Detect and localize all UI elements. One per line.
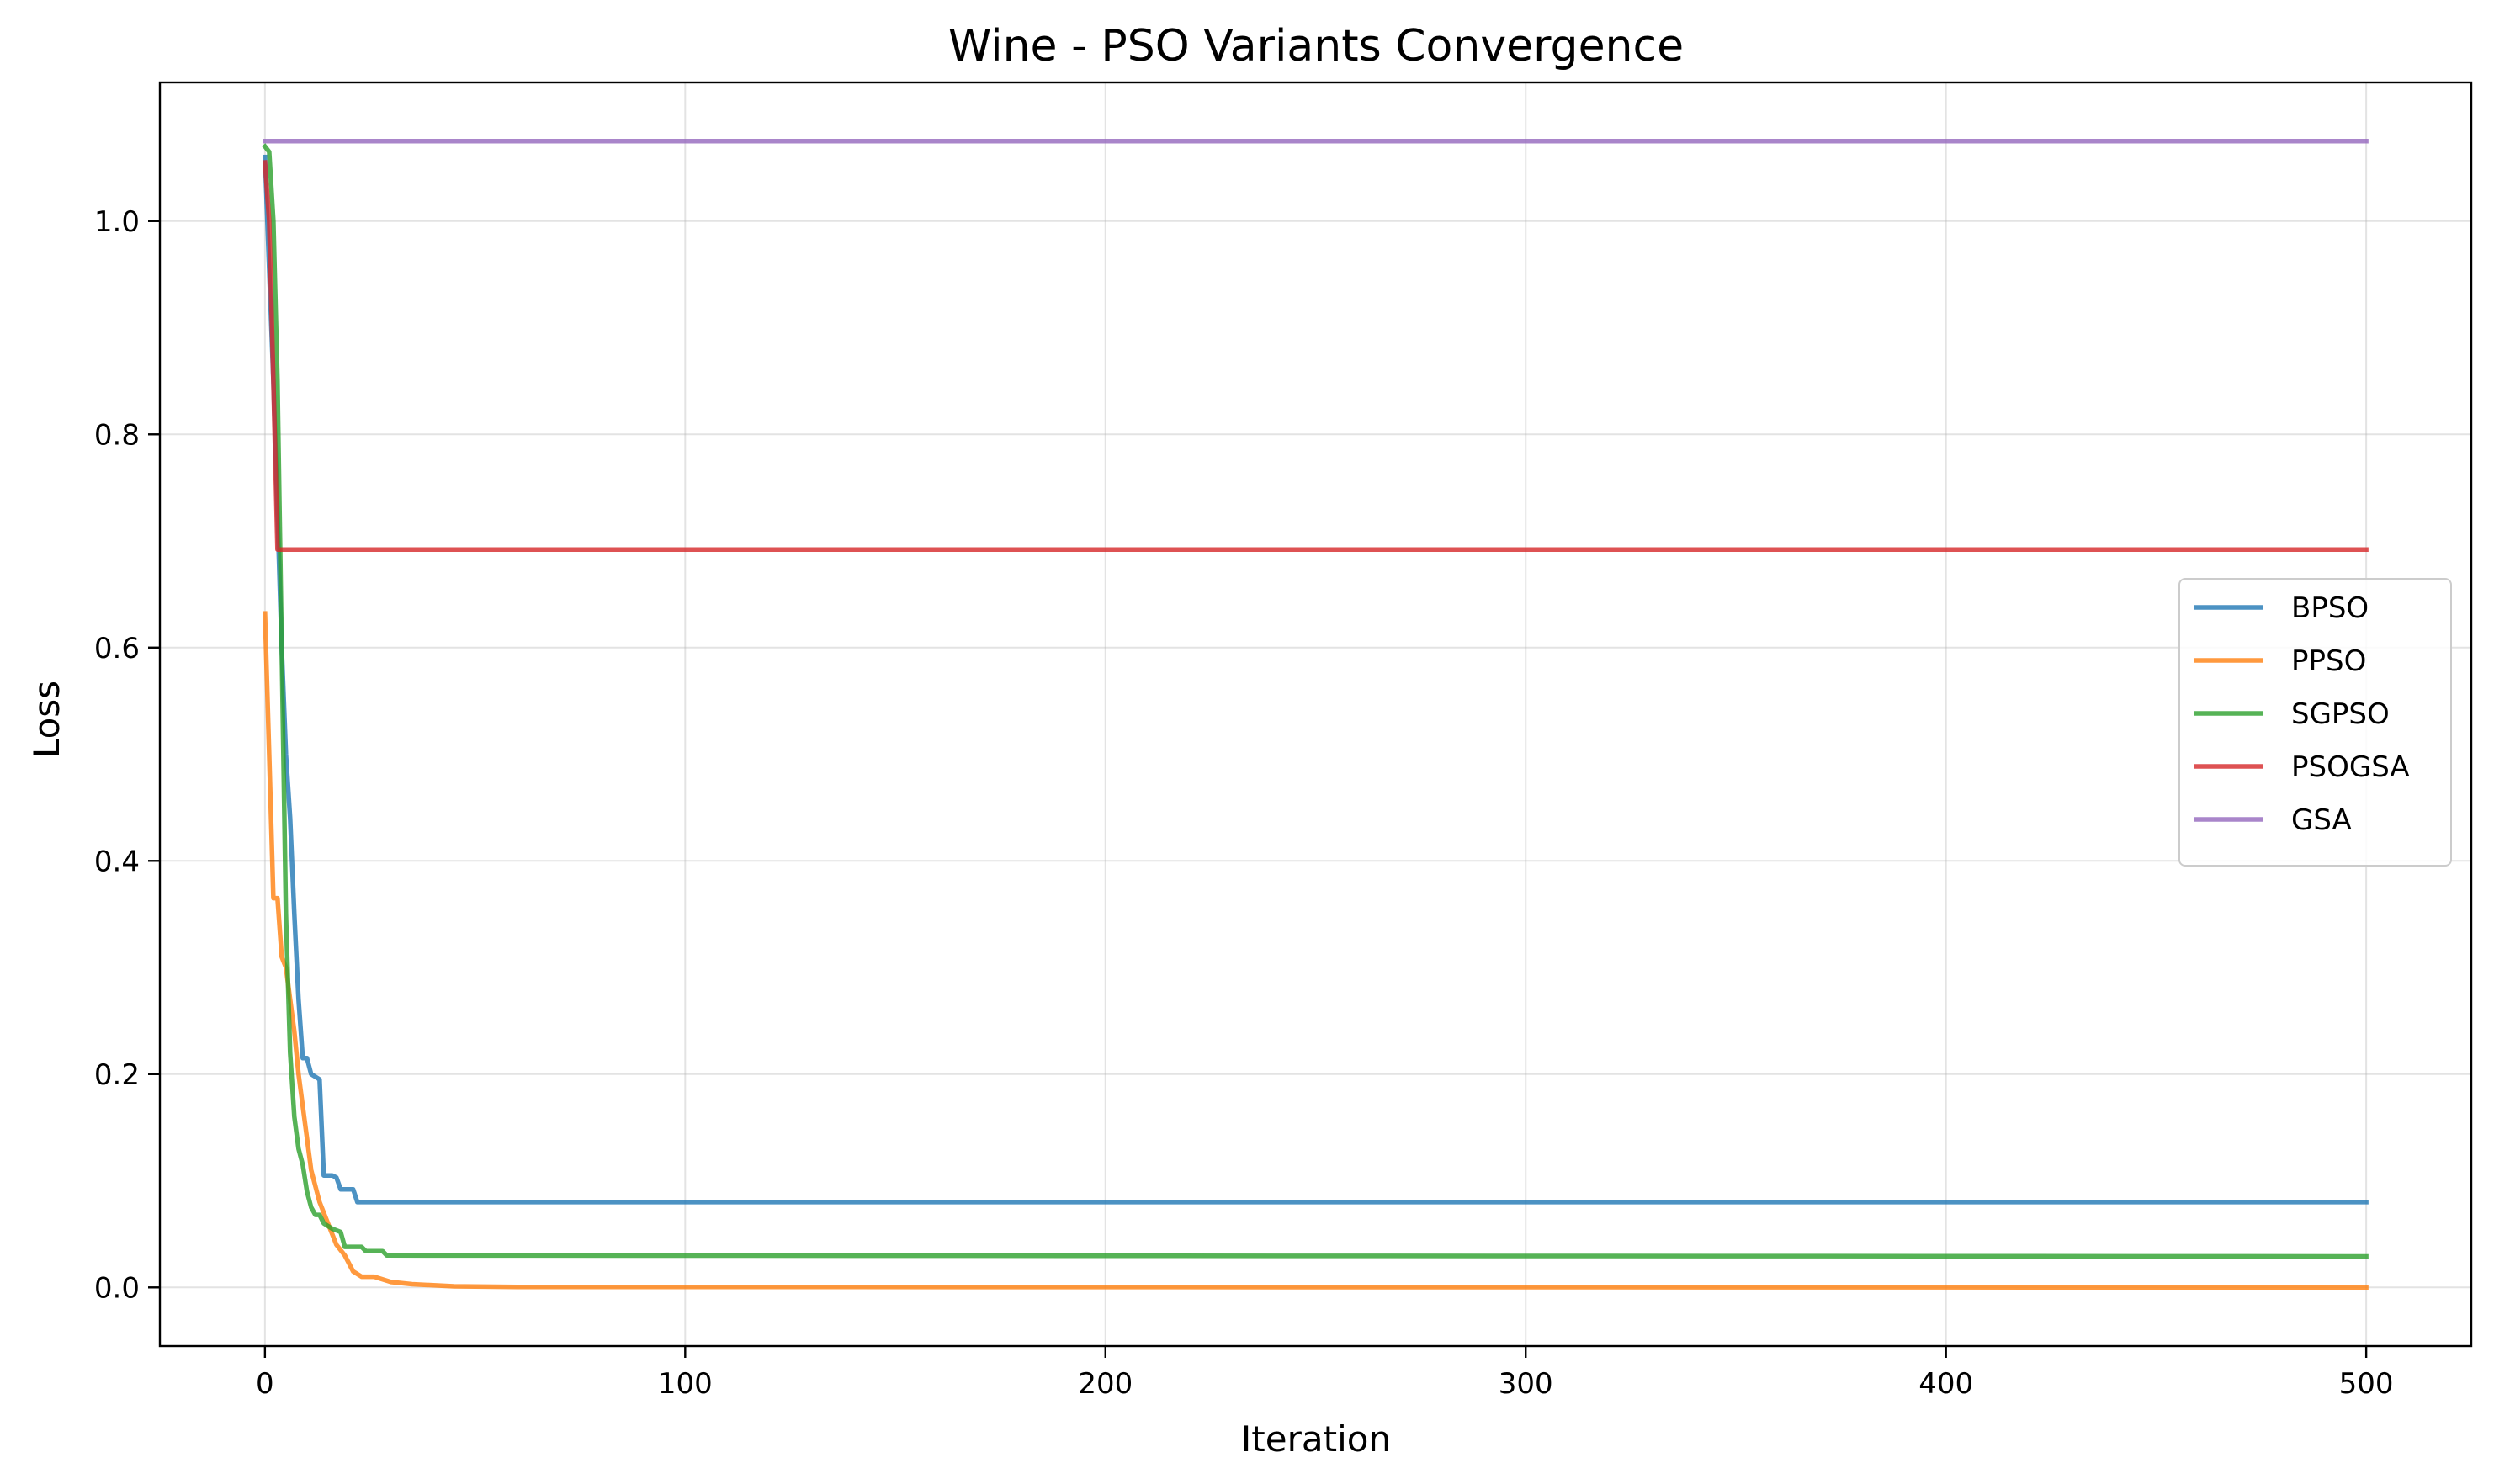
x-axis-title: Iteration: [1241, 1418, 1391, 1460]
legend-label-sgpso: SGPSO: [2291, 697, 2390, 731]
y-tick-label: 0.4: [94, 845, 140, 878]
x-tick-label: 0: [256, 1367, 274, 1401]
x-tick-label: 100: [658, 1367, 713, 1401]
x-tick-label: 200: [1078, 1367, 1133, 1401]
legend-label-gsa: GSA: [2291, 803, 2352, 837]
series-line-ppso: [263, 611, 2369, 1291]
legend-label-ppso: PPSO: [2291, 644, 2366, 678]
y-tick-label: 0.2: [94, 1058, 140, 1092]
legend-frame: [2178, 578, 2452, 867]
legend-label-psogsa: PSOGSA: [2291, 750, 2410, 784]
series-lines: [262, 138, 2369, 1291]
series-line-sgpso: [262, 143, 2369, 1259]
y-tick-label: 0.0: [94, 1271, 140, 1305]
axis-ticks: 0 100 200 300 400 500 0.0 0.2 0.4 0.6 0.8 1.0: [94, 205, 2394, 1401]
x-tick-label: 300: [1499, 1367, 1553, 1401]
x-tick-label: 500: [2339, 1367, 2394, 1401]
legend-label-bpso: BPSO: [2291, 591, 2369, 625]
y-axis-title: Loss: [26, 681, 67, 758]
plot-area-frame: [158, 81, 2473, 1348]
x-tick-label: 400: [1918, 1367, 1973, 1401]
y-tick-label: 0.8: [94, 418, 140, 452]
y-tick-label: 0.6: [94, 632, 140, 665]
legend: BPSO PPSO SGPSO PSOGSA GSA: [2178, 578, 2452, 867]
series-line-psogsa: [262, 160, 2369, 552]
chart-title: Wine - PSO Variants Convergence: [948, 21, 1684, 72]
y-tick-label: 1.0: [94, 205, 140, 239]
